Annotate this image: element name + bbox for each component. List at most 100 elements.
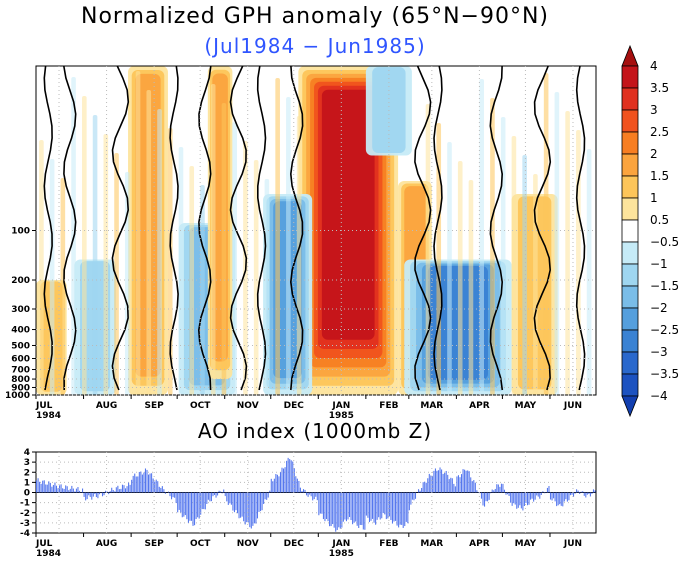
colorbar-label: −3 [650, 345, 668, 359]
ao-bar [539, 492, 541, 499]
ao-bar [422, 482, 424, 493]
zero-contour-line [111, 66, 130, 391]
ao-bar [485, 492, 487, 502]
ao-bar [187, 492, 189, 523]
ao-bar [95, 492, 97, 498]
ao-bar [391, 492, 394, 524]
ao-bar [132, 475, 134, 493]
anomaly-streak [511, 136, 517, 395]
ao-bar [350, 492, 352, 521]
ao-bar [235, 492, 237, 511]
ao-bar [157, 481, 159, 493]
colorbar-label: −2 [650, 301, 668, 315]
ao-bar [566, 492, 568, 502]
ao-bar [98, 492, 100, 495]
ao-bar [299, 487, 301, 493]
ao-bar [396, 492, 398, 526]
ao-bar [207, 492, 209, 500]
ao-bar [128, 482, 130, 493]
ao-bar [368, 492, 371, 523]
ao-bar [241, 492, 243, 517]
colorbar-label: 1 [650, 191, 658, 205]
ao-bar [367, 492, 369, 518]
anomaly-streak [135, 71, 141, 395]
ao-bar [306, 492, 308, 496]
ao-bar [526, 492, 529, 506]
ao-bar [546, 487, 548, 493]
ao-bar [161, 486, 163, 493]
ao-bar [482, 492, 484, 506]
ao-bar [124, 488, 127, 493]
ao-bar [309, 492, 311, 495]
ao-bar [499, 486, 501, 493]
ao-bar [117, 485, 119, 493]
ao-bar [418, 489, 420, 493]
anomaly-streak [500, 117, 506, 395]
ao-bar [115, 487, 117, 493]
ao-bar [143, 472, 145, 493]
ao-bar [487, 492, 489, 502]
ao-bar [530, 492, 532, 500]
ao-bar [210, 492, 212, 502]
ao-bar [554, 492, 556, 502]
anomaly-streak [275, 78, 280, 395]
colorbar-box [621, 285, 639, 309]
ao-bar [519, 492, 521, 506]
ao-bar [451, 478, 453, 493]
ao-bar [273, 478, 275, 493]
ao-bar [261, 492, 263, 511]
ao-bar [92, 492, 94, 497]
ao-bar [164, 492, 166, 494]
ao-bar [310, 492, 312, 497]
ao-bar [258, 492, 260, 512]
ao-bar [531, 492, 533, 499]
ao-bar [563, 492, 565, 502]
ao-y-tick-label: -2 [20, 509, 30, 519]
ao-bar [402, 492, 404, 528]
x-tick-label: JUN [563, 401, 582, 411]
ao-bar [186, 492, 188, 520]
ao-bar [233, 492, 235, 513]
x-tick-label: JUL [35, 539, 53, 549]
ao-bar [137, 476, 139, 493]
ao-bar [89, 492, 91, 497]
ao-bar [230, 492, 232, 505]
ao-bar [336, 492, 338, 530]
y-tick-label: 900 [11, 383, 30, 393]
ao-bar [264, 492, 266, 500]
ao-bar [381, 492, 383, 519]
ao-bar [272, 481, 274, 493]
ao-bar [407, 492, 409, 524]
ao-bar [395, 492, 397, 521]
ao-bar [437, 470, 440, 493]
ao-bar [467, 470, 469, 493]
ao-bar [456, 476, 458, 493]
ao-bar [424, 481, 426, 493]
ao-bar [505, 492, 507, 495]
ao-bar [59, 485, 61, 493]
ao-bar [151, 473, 153, 493]
ao-bar [476, 490, 478, 493]
ao-bar [194, 492, 196, 526]
ao-bar [536, 492, 538, 496]
zero-contour-line [433, 66, 443, 391]
anomaly-streak [253, 160, 259, 395]
ao-bar [141, 474, 143, 493]
ao-bar [441, 469, 443, 493]
ao-bar [479, 492, 481, 494]
zero-contour-line [169, 66, 179, 391]
colorbar-label: 3.5 [650, 81, 669, 95]
ao-bar [221, 492, 223, 494]
ao-bar [373, 492, 375, 523]
zero-contour-line [489, 66, 504, 391]
anomaly-streak [543, 73, 549, 395]
colorbar-box [621, 307, 639, 331]
ao-bar [490, 492, 492, 494]
ao-bar [324, 492, 326, 522]
x-tick-label: MAY [515, 539, 537, 549]
anomaly-streak [146, 90, 152, 395]
anomaly-streak [210, 84, 216, 395]
y-tick-label: 200 [11, 276, 30, 286]
ao-bar [126, 486, 128, 493]
